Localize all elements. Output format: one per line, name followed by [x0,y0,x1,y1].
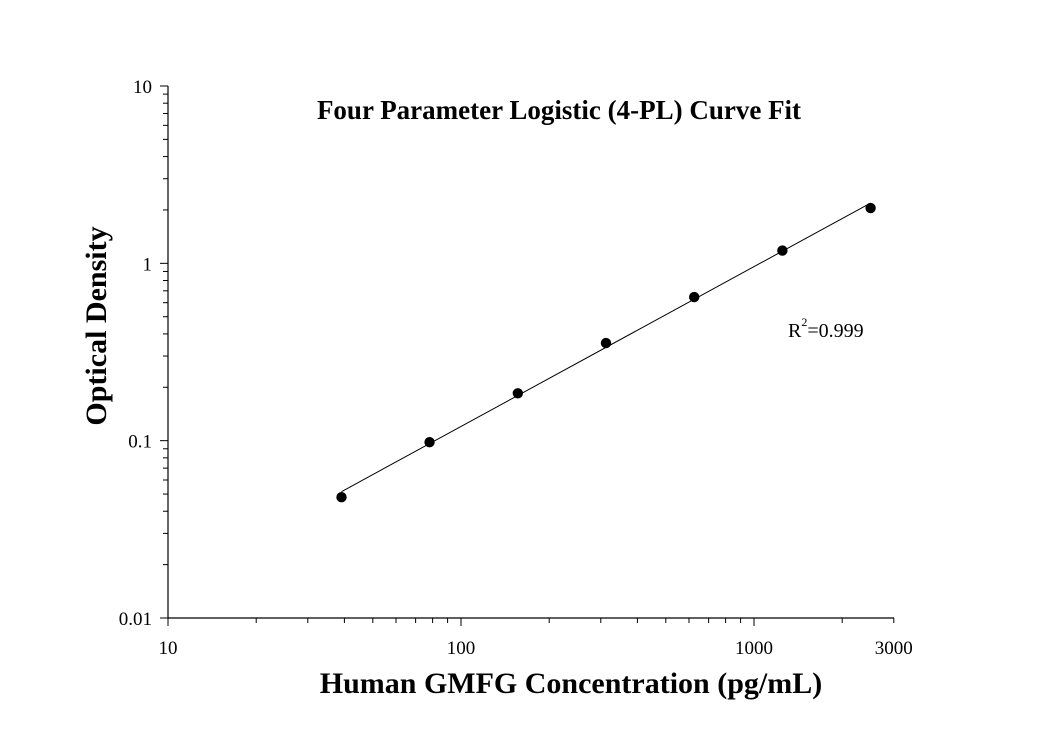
data-point [424,437,435,448]
r-squared-sup: 2 [801,315,807,329]
data-point [777,245,788,256]
series [336,202,876,503]
data-point [336,491,347,503]
data-point [865,202,876,214]
y-tick-label: 1 [143,254,153,275]
ticks [160,85,895,626]
data-point [600,337,612,349]
y-axis-label: Optical Density [80,226,113,425]
x-tick-label: 100 [447,638,476,659]
y-tick-label: 0.01 [119,609,152,630]
x-axis-label: Human GMFG Concentration (pg/mL) [320,667,823,700]
x-tick-label: 1000 [735,638,773,659]
r-squared-annotation: R2=0.999 [788,315,864,342]
x-tick-label: 3000 [875,638,913,659]
data-point [688,291,700,303]
y-tick-label: 10 [133,77,152,98]
tick-labels: 10 100 1000 3000 0.01 0.1 1 10 [119,77,913,659]
axes [167,86,894,619]
y-tick-label: 0.1 [128,432,152,453]
chart-title: Four Parameter Logistic (4-PL) Curve Fit [317,95,801,125]
r-squared-value: =0.999 [807,320,863,342]
x-tick-label: 10 [159,638,178,659]
data-point [512,388,524,399]
r-squared-base: R [788,320,802,342]
